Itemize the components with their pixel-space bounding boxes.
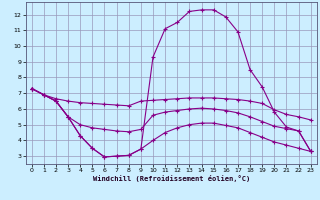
X-axis label: Windchill (Refroidissement éolien,°C): Windchill (Refroidissement éolien,°C) bbox=[92, 175, 250, 182]
